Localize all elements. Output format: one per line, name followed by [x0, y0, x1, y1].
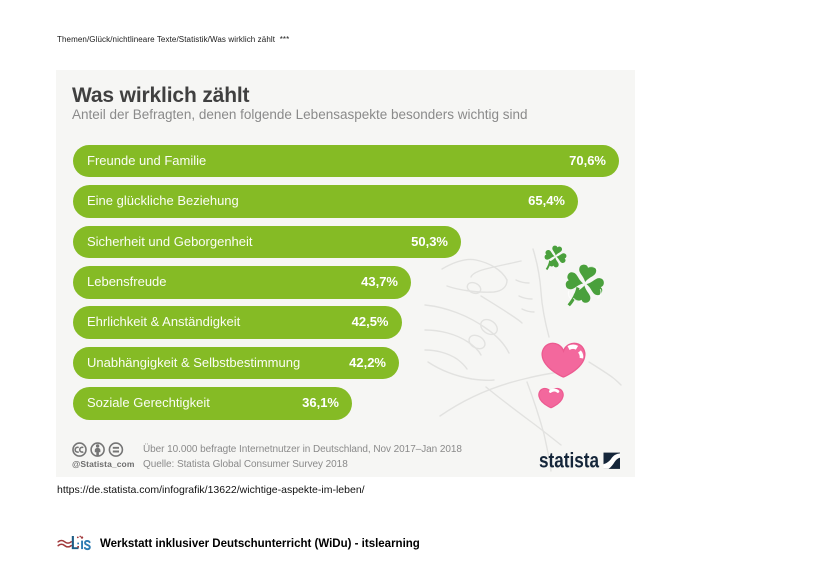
svg-text:statista: statista [539, 451, 599, 471]
